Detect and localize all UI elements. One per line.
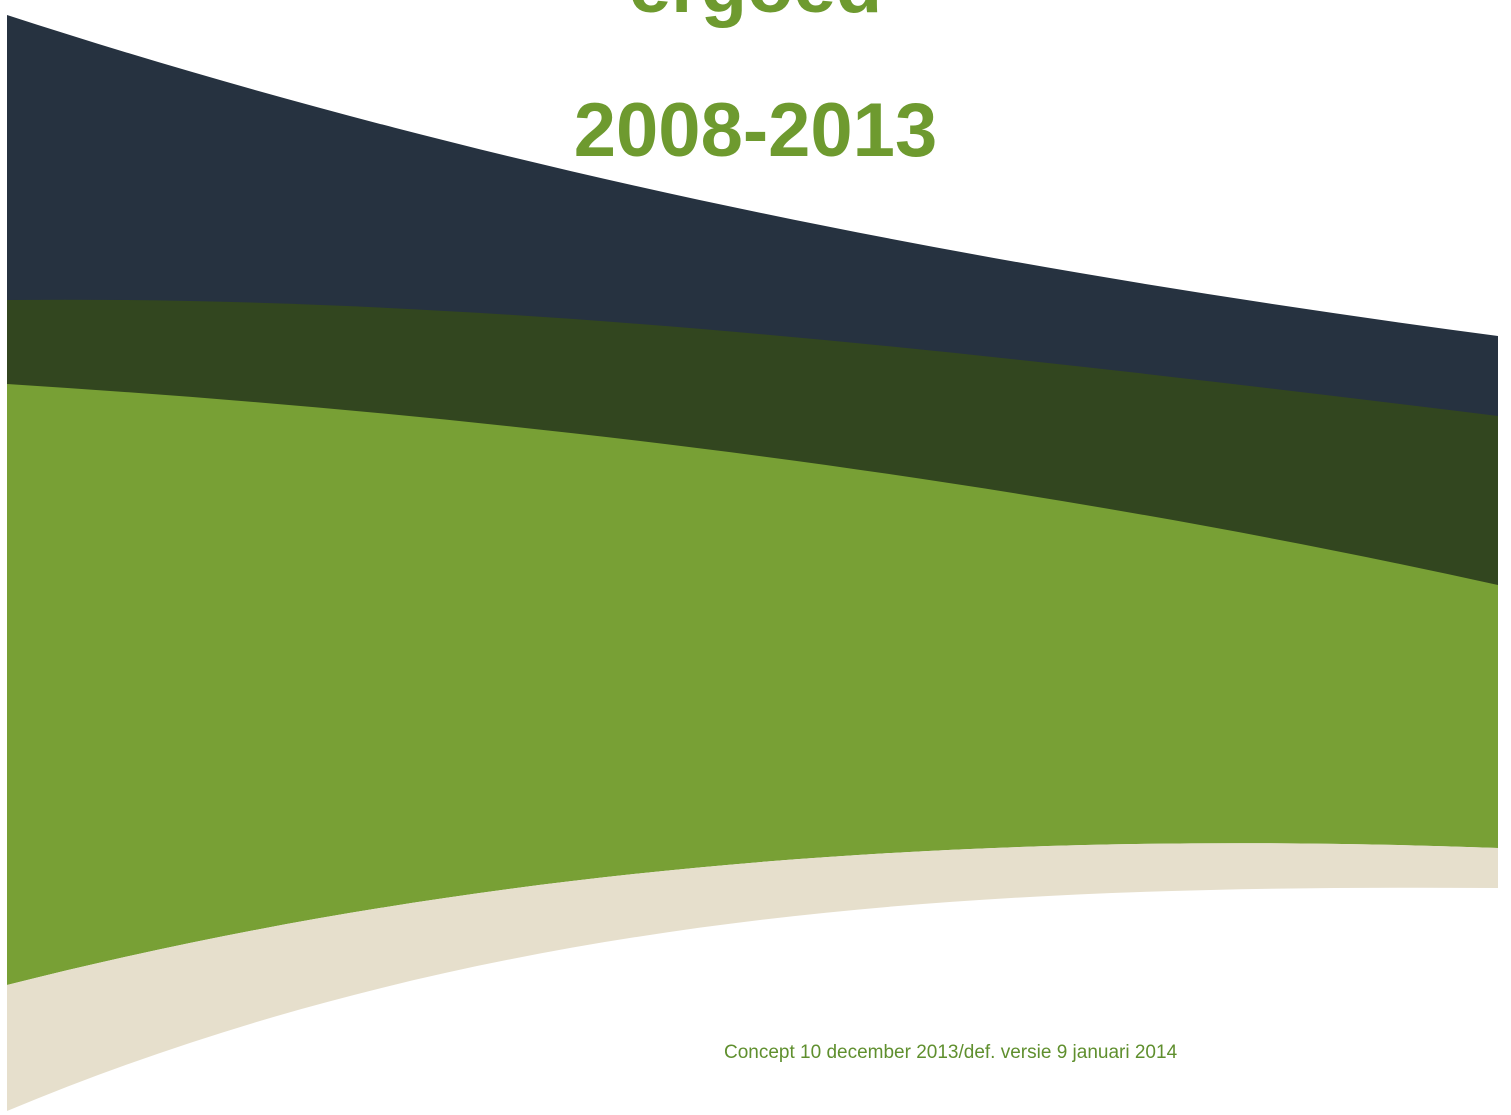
version-note: Concept 10 december 2013/def. versie 9 j… <box>724 1042 1178 1063</box>
beige-wave-band <box>7 843 1498 1111</box>
cover-title-years: 2008-2013 <box>573 88 938 173</box>
cover-title-partial: ergoed <box>0 0 1511 32</box>
green-wave-band <box>7 384 1498 985</box>
